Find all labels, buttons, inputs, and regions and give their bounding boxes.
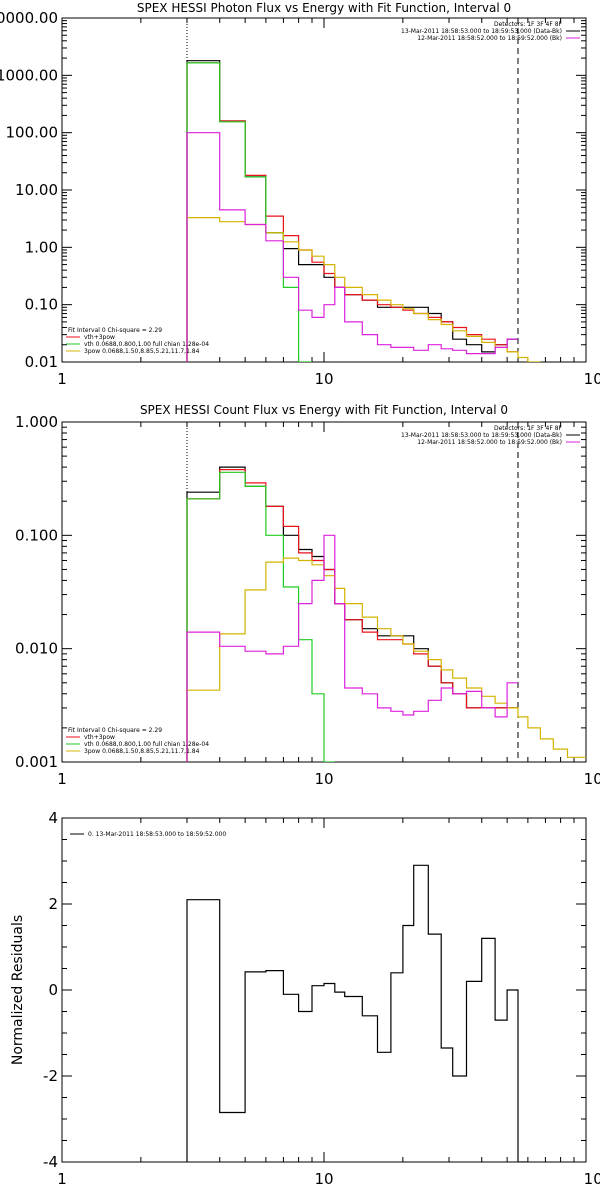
y-axis-label: Normalized Residuals [10,915,26,1065]
y-tick-label: -2 [43,1067,58,1085]
x-tick-label: 10 [314,770,333,788]
legend-entry: vth 0.0688,0.800,1.00 full chian 1.28e-0… [84,741,209,748]
y-tick-label: 1.00 [25,238,58,256]
legend-entry: 13-Mar-2011 18:58:53.000 to 18:59:53.000… [401,28,562,35]
legend-entry: 3pow 0.0688,1.50,8.85,5.21,11.7,1.84 [84,348,200,355]
y-tick-label: 4 [48,809,58,827]
legend-entry: 0. 13-Mar-2011 18:58:53.000 to 18:59:52.… [88,831,226,838]
legend-entry: 12-Mar-2011 18:58:52.000 to 18:59:52.000… [417,35,562,42]
y-tick-label: 0.10 [25,296,58,314]
series-3pow-0-0688-1-50-8-85-5-21-11-7-1-84 [186,557,586,762]
y-tick-label: 0 [48,981,58,999]
series-13-mar-2011-18-58-53-000-to-18-59-53-000 [186,60,518,362]
chart-title: SPEX HESSI Photon Flux vs Energy with Fi… [137,1,511,15]
legend-entry: Detectors: 1F 3F 4F 8F [494,21,563,28]
y-tick-label: 100.00 [6,124,59,142]
y-tick-label: -4 [43,1153,58,1171]
x-tick-label: 100 [584,1170,600,1188]
count-flux-panel: SPEX HESSI Count Flux vs Energy with Fit… [15,403,600,788]
y-tick-label: 10000.00 [0,9,58,27]
chart-title: SPEX HESSI Count Flux vs Energy with Fit… [140,403,508,417]
y-tick-label: 0.001 [15,753,58,771]
y-tick-label: 0.100 [15,526,58,544]
legend-entry: vth+3pow [84,734,115,741]
x-tick-label: 1 [57,1170,67,1188]
series-vth-0-0688-0-800-1-00-full-chian-1-28e-0 [186,471,335,762]
x-tick-label: 10 [314,370,333,388]
series-12-mar-2011-18-58-52-000-to-18-59-52-000 [186,534,518,762]
y-tick-label: 1.000 [15,413,58,431]
series-12-mar-2011-18-58-52-000-to-18-59-52-000 [186,132,518,362]
series-vth-3pow [186,469,518,762]
legend-entry: vth 0.0688,0.800,1.00 full chian 1.28e-0… [84,341,209,348]
legend-entry: 12-Mar-2011 18:58:52.000 to 18:59:52.000… [417,439,562,446]
x-tick-label: 10 [314,1170,333,1188]
legend-entry: vth+3pow [84,334,115,341]
series-0-13-mar-2011-18-58-53-000-to-18-59-52-0 [186,864,528,1162]
x-tick-label: 100 [584,370,600,388]
y-tick-label: 2 [48,895,58,913]
photon-flux-panel: SPEX HESSI Photon Flux vs Energy with Fi… [0,1,600,388]
x-tick-label: 1 [57,370,67,388]
y-tick-label: 10.00 [15,181,58,199]
legend-entry: Detectors: 1F 3F 4F 8F [494,425,563,432]
x-tick-label: 1 [57,770,67,788]
legend-entry: 3pow 0.0688,1.50,8.85,5.21,11.7,1.84 [84,748,200,755]
y-tick-label: 0.01 [25,353,58,371]
y-tick-label: 0.010 [15,640,58,658]
series-vth-3pow [186,62,518,362]
series-vth-0-0688-0-800-1-00-full-chian-1-28e-0 [186,62,312,362]
residuals-panel: 1 10 100 4 2 0 -2 -4 Normalized Residuals 0. 13-M… [10,809,600,1188]
series-3pow-0-0688-1-50-8-85-5-21-11-7-1-84 [186,217,541,362]
legend-entry: Fit Interval 0 Chi-square = 2.29 [68,327,162,334]
series-13-mar-2011-18-58-53-000-to-18-59-53-000 [186,466,518,762]
x-tick-label: 100 [584,770,600,788]
legend-entry: 13-Mar-2011 18:58:53.000 to 18:59:53.000… [401,432,562,439]
legend-entry: Fit Interval 0 Chi-square = 2.29 [68,727,162,734]
y-tick-label: 1000.00 [0,66,58,84]
